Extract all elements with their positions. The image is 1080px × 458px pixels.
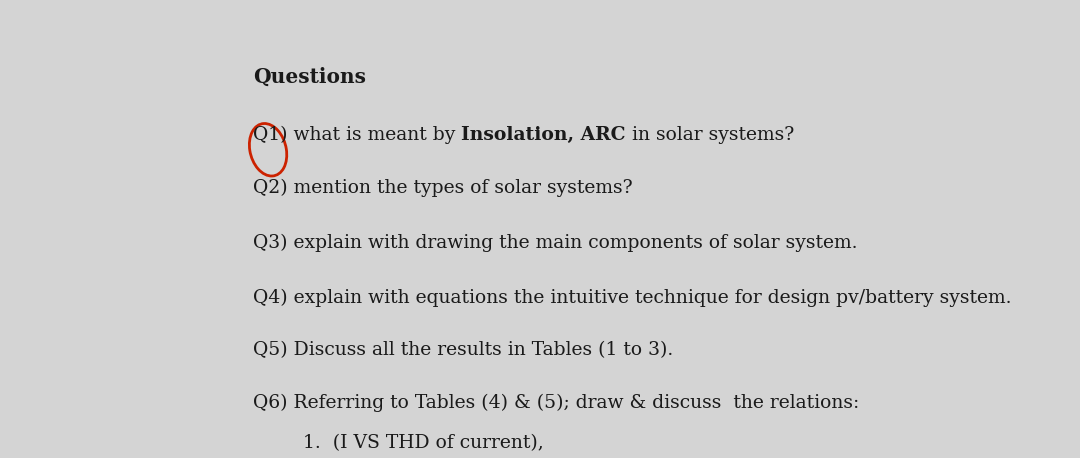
- Text: Q3) explain with drawing the main components of solar system.: Q3) explain with drawing the main compon…: [253, 234, 858, 252]
- Text: Questions: Questions: [253, 66, 366, 87]
- Text: Insolation, ARC: Insolation, ARC: [461, 126, 626, 144]
- Text: Q4) explain with equations the intuitive technique for design pv/battery system.: Q4) explain with equations the intuitive…: [253, 289, 1012, 307]
- Text: Q1) what is meant by: Q1) what is meant by: [253, 126, 461, 144]
- Text: 1.  (I VS THD of current),: 1. (I VS THD of current),: [303, 434, 543, 452]
- Text: Q6) Referring to Tables (4) & (5); draw & discuss  the relations:: Q6) Referring to Tables (4) & (5); draw …: [253, 394, 860, 412]
- Text: Q2) mention the types of solar systems?: Q2) mention the types of solar systems?: [253, 179, 633, 197]
- Text: Q5) Discuss all the results in Tables (1 to 3).: Q5) Discuss all the results in Tables (1…: [253, 341, 673, 359]
- Text: in solar systems?: in solar systems?: [626, 126, 794, 144]
